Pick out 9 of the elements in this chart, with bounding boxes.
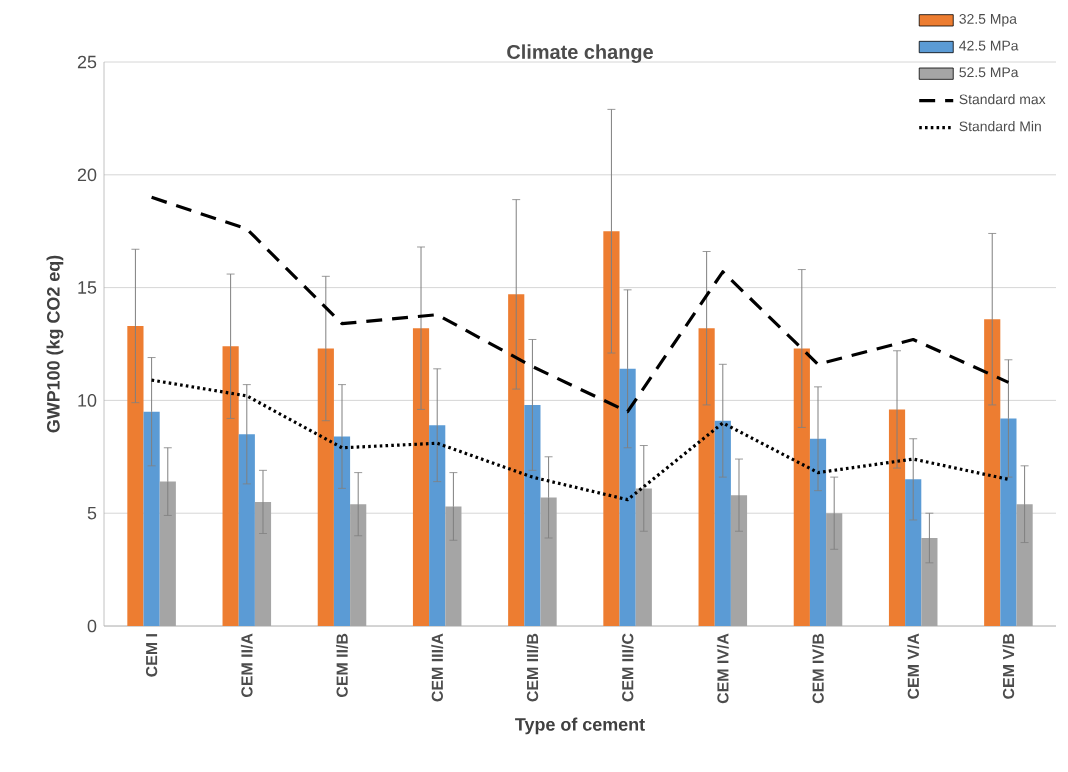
y-tick-label: 15 [78,281,97,294]
y-axis-title: GWP100 (kg CO2 eq) [46,255,64,433]
y-tick-label: 0 [87,619,97,633]
y-tick-label: 20 [77,168,97,182]
y-tick-label: 10 [78,394,97,407]
x-axis-title: Type of cement [515,717,645,735]
y-tick-label: 25 [77,55,97,69]
y-tick-label: 5 [87,506,97,520]
chart-title: Climate change [507,44,653,63]
